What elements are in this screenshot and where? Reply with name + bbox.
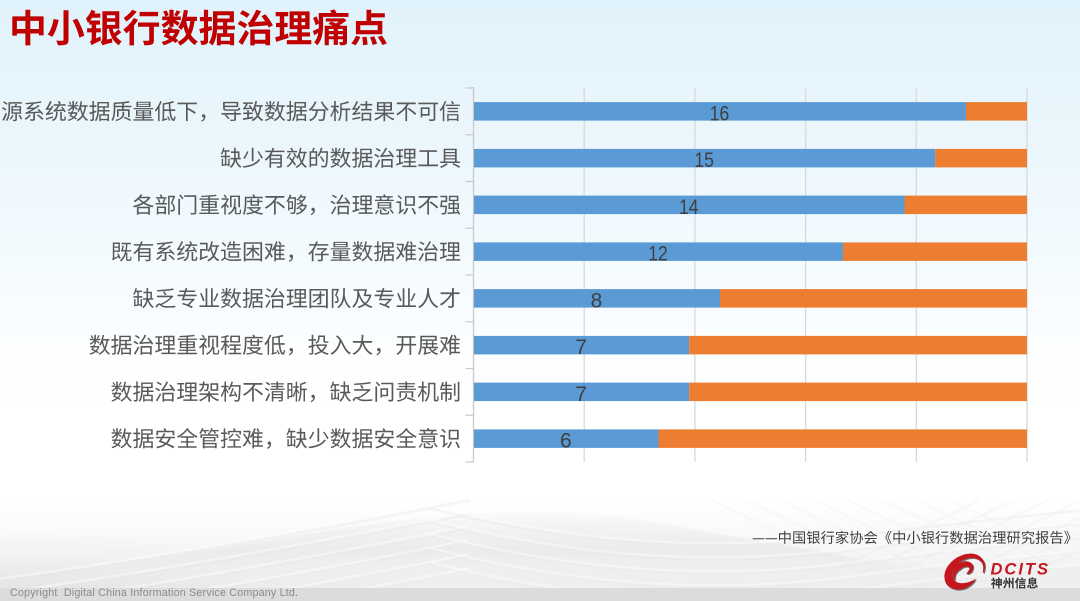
- svg-text:14: 14: [679, 196, 699, 219]
- svg-text:16: 16: [710, 102, 730, 125]
- svg-text:12: 12: [648, 243, 668, 266]
- svg-text:6: 6: [560, 430, 572, 453]
- svg-text:7: 7: [575, 383, 587, 406]
- svg-text:8: 8: [591, 289, 603, 312]
- svg-text:15: 15: [694, 149, 714, 172]
- svg-text:7: 7: [575, 336, 587, 359]
- svg-text:DCITS: DCITS: [991, 561, 1051, 579]
